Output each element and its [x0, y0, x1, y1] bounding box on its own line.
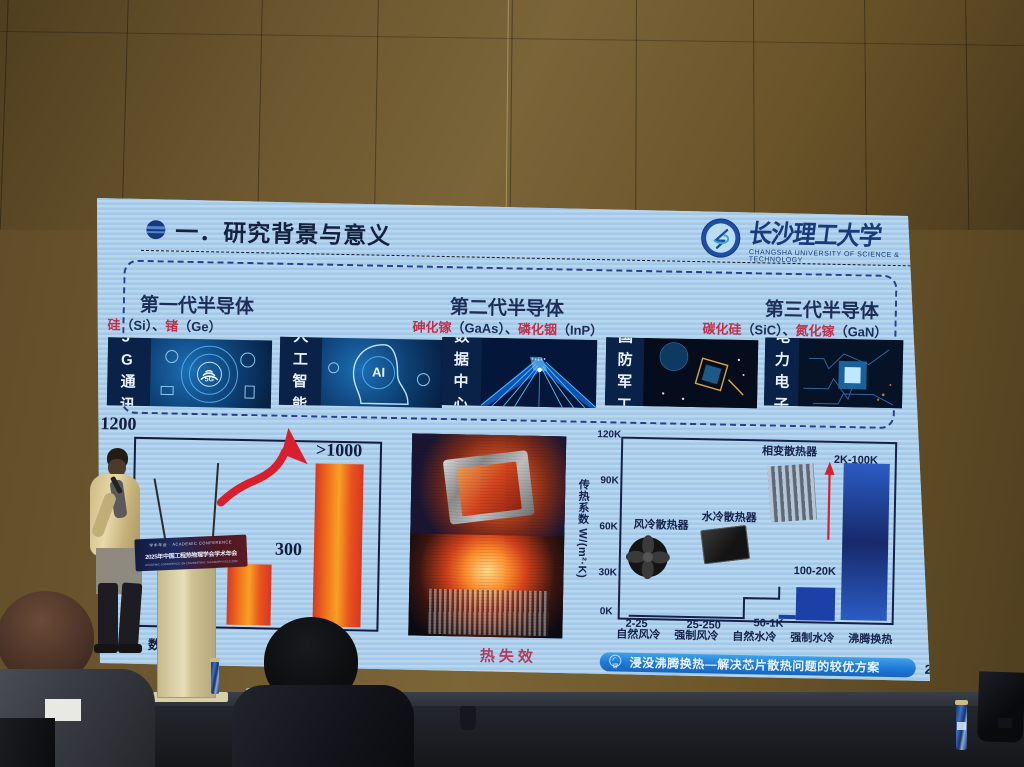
svg-text:AI: AI [372, 365, 385, 380]
svg-text:5G: 5G [205, 376, 215, 383]
